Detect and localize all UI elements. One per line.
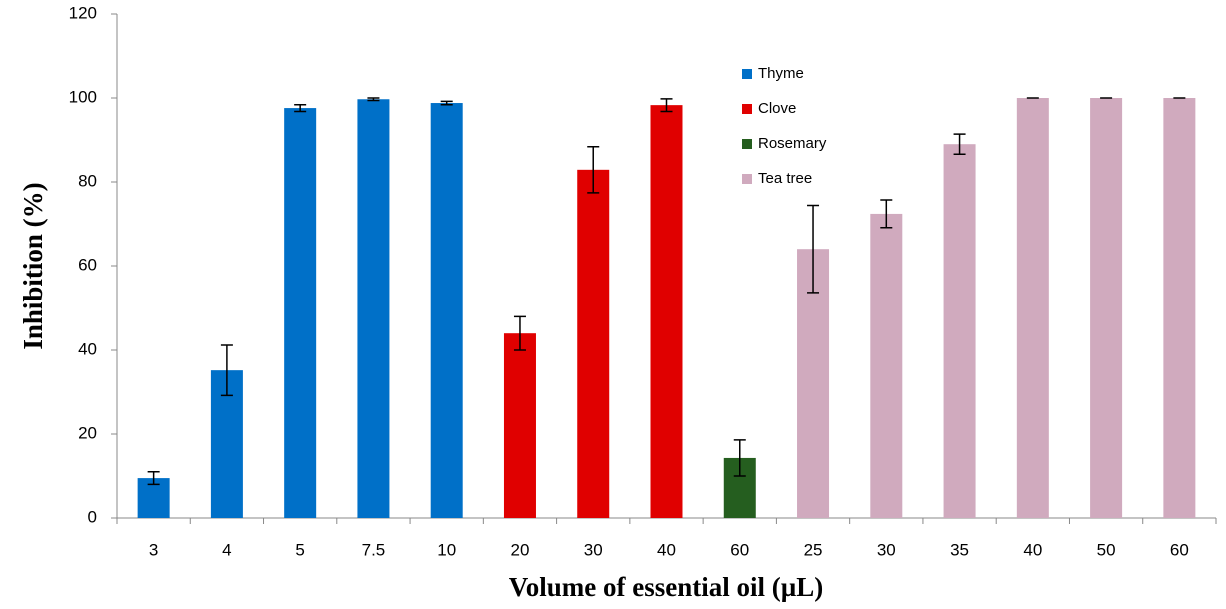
legend-swatch [742, 104, 752, 114]
error-bar [440, 100, 453, 106]
error-bar [880, 199, 893, 229]
x-axis-title: Volume of essential oil (µL) [509, 572, 824, 602]
bar [1016, 98, 1049, 518]
x-tick-label: 3 [149, 540, 158, 559]
x-tick-label: 5 [295, 540, 304, 559]
y-tick-label: 40 [78, 339, 97, 358]
error-bar [953, 133, 966, 156]
x-tick-label: 35 [950, 540, 969, 559]
bar [577, 169, 610, 518]
bar [284, 108, 317, 518]
bar [1163, 98, 1196, 518]
bar [943, 144, 976, 518]
y-axis-title: Inhibition (%) [18, 182, 48, 349]
y-tick-label: 80 [78, 171, 97, 190]
error-bar [367, 97, 380, 102]
y-tick-label: 0 [88, 507, 97, 526]
x-tick-label: 60 [1170, 540, 1189, 559]
bar [1090, 98, 1123, 518]
x-tick-label: 50 [1097, 540, 1116, 559]
x-tick-label: 30 [877, 540, 896, 559]
x-tick-label: 20 [511, 540, 530, 559]
legend-label: Thyme [758, 65, 804, 82]
error-bar [513, 315, 526, 351]
error-bar [147, 471, 160, 486]
bar [430, 103, 463, 518]
legend-swatch [742, 69, 752, 79]
x-tick-label: 30 [584, 540, 603, 559]
legend-label: Tea tree [758, 170, 812, 187]
bar [650, 105, 683, 518]
error-bar [807, 204, 820, 294]
error-bar [220, 344, 233, 397]
x-tick-label: 25 [804, 540, 823, 559]
x-tick-label: 40 [657, 540, 676, 559]
y-tick-label: 20 [78, 423, 97, 442]
x-tick-label: 10 [437, 540, 456, 559]
legend-swatch [742, 139, 752, 149]
bar [797, 249, 830, 518]
x-tick-label: 4 [222, 540, 231, 559]
legend-label: Clove [758, 100, 796, 117]
y-tick-label: 60 [78, 255, 97, 274]
bar [870, 213, 903, 519]
error-bar [587, 145, 600, 194]
y-tick-label: 120 [69, 3, 97, 22]
bar [503, 333, 536, 518]
error-bar [660, 98, 673, 113]
y-tick-label: 100 [69, 87, 97, 106]
x-tick-label: 7.5 [362, 540, 386, 559]
legend-swatch [742, 174, 752, 184]
x-tick-label: 40 [1023, 540, 1042, 559]
legend-box [738, 58, 844, 194]
bar [357, 99, 390, 518]
error-bar [294, 103, 307, 113]
error-bar [733, 439, 746, 477]
legend-label: Rosemary [758, 135, 827, 152]
x-tick-label: 60 [730, 540, 749, 559]
